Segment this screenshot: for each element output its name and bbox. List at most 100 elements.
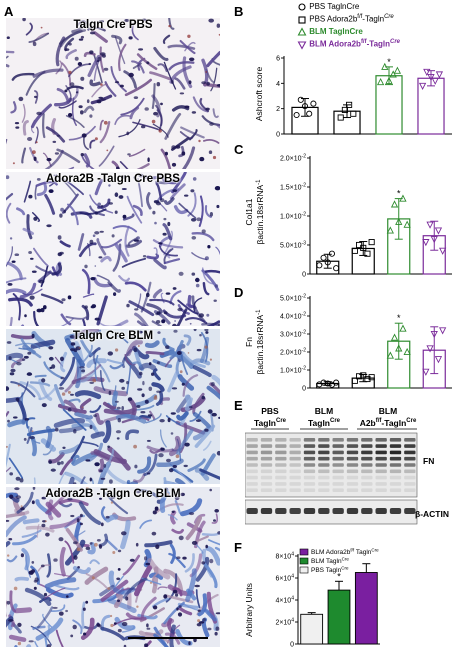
data-point [297, 96, 304, 103]
nucleus [93, 414, 97, 418]
nucleus [138, 173, 144, 178]
tissue-strand [110, 65, 127, 93]
nucleus [51, 364, 56, 369]
nucleus [127, 153, 131, 156]
nucleus [216, 204, 220, 209]
tissue-strand [185, 568, 197, 603]
tissue-strand [216, 123, 220, 129]
nucleus [208, 18, 214, 23]
nucleus [80, 153, 85, 157]
nucleus [24, 314, 27, 318]
nucleus [179, 92, 185, 95]
nucleus [161, 319, 166, 324]
tissue-strand [100, 448, 115, 477]
nucleus [145, 562, 151, 566]
nucleus [64, 89, 68, 93]
tissue-strand [96, 274, 110, 282]
tissue-strand [132, 62, 142, 70]
data-point [368, 374, 375, 381]
wb-group-line1: BLM [378, 406, 398, 416]
cell-spot [94, 542, 98, 547]
tissue-strand [92, 349, 97, 365]
tissue-strand [178, 202, 197, 219]
nucleus [205, 544, 208, 549]
nucleus [205, 107, 210, 111]
nucleus [57, 252, 62, 257]
nucleus [27, 137, 33, 141]
nucleus [177, 612, 183, 617]
nucleus [188, 641, 191, 646]
data-point [403, 220, 411, 228]
tissue-strand [80, 339, 94, 357]
nucleus [88, 62, 92, 66]
nucleus [209, 122, 214, 126]
y-tick-label: 5.0×10-2 [280, 294, 306, 303]
nucleus [141, 393, 145, 398]
micrograph-title: Talgn Cre BLM [72, 330, 154, 342]
nucleus [146, 472, 151, 475]
fn-band [260, 482, 273, 486]
data-point [316, 262, 323, 269]
nucleus [165, 345, 170, 349]
tissue-strand [77, 233, 85, 251]
cell-spot [214, 284, 219, 288]
tissue-strand [16, 207, 26, 216]
scale-bar [128, 637, 208, 639]
micrograph-title: Adora2B -Talgn Cre PBS [46, 173, 180, 185]
nucleus [184, 105, 190, 109]
cell-spot [108, 184, 111, 187]
nucleus [41, 378, 46, 383]
nucleus [24, 418, 29, 421]
tissue-strand [53, 418, 86, 428]
tissue-strand [16, 491, 34, 514]
tissue-strand [89, 559, 100, 565]
nucleus [16, 362, 22, 366]
nucleus [29, 436, 35, 440]
nucleus [20, 553, 24, 558]
fn-band [246, 444, 258, 448]
tissue-strand [9, 590, 17, 613]
tissue-strand [65, 49, 77, 60]
nucleus [67, 295, 72, 300]
data-point [306, 110, 313, 117]
nucleus [171, 145, 176, 150]
fn-band [289, 456, 301, 461]
tissue-strand [124, 78, 152, 97]
fn-band [318, 450, 330, 455]
tissue-strand [79, 398, 92, 410]
tissue-strand [153, 46, 169, 61]
data-point [324, 380, 331, 387]
data-point [360, 244, 367, 251]
tissue-strand [113, 593, 124, 609]
tissue-strand [149, 298, 175, 306]
wb-band-label-fn: FN [423, 456, 435, 466]
tissue-strand [197, 593, 208, 617]
nucleus [199, 156, 205, 162]
tissue-strand [63, 399, 78, 413]
nucleus [82, 607, 86, 611]
tissue-strand [187, 294, 194, 309]
micrograph-talgn-cre-pbs: Talgn Cre PBS [6, 18, 220, 169]
tissue-strand [204, 205, 212, 218]
nucleus [127, 397, 133, 401]
fn-blot-membrane [245, 432, 418, 498]
y-axis-label: Col1a1 [244, 198, 254, 225]
nucleus [33, 216, 38, 221]
nucleus [17, 622, 22, 627]
tissue-strand [45, 625, 51, 640]
tissue-strand [143, 174, 162, 180]
tissue-strand [14, 607, 33, 614]
actin-blot-membrane [245, 499, 418, 525]
fn-band [289, 488, 301, 492]
triangle-marker-icon [297, 27, 307, 36]
nucleus [117, 418, 122, 423]
nucleus [214, 186, 220, 191]
tissue-strand [89, 79, 101, 87]
actin-band [260, 508, 273, 514]
tissue-strand [81, 268, 91, 295]
nucleus [117, 549, 122, 553]
y-tick-label: 2 [276, 106, 280, 113]
fn-band [289, 482, 301, 486]
nucleus [128, 36, 133, 40]
legend-sup: f/f [360, 39, 367, 45]
